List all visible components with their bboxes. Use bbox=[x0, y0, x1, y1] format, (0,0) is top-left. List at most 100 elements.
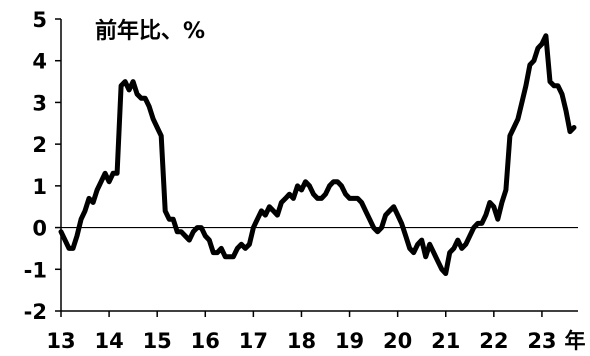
x-tick-label: 23 bbox=[527, 329, 556, 353]
y-tick-label: 1 bbox=[32, 175, 47, 199]
data-point bbox=[541, 43, 543, 45]
data-point bbox=[68, 247, 70, 249]
data-point bbox=[76, 235, 78, 237]
data-point bbox=[236, 247, 238, 249]
data-point bbox=[148, 106, 150, 108]
data-point bbox=[401, 222, 403, 224]
x-tick-label: 16 bbox=[191, 329, 220, 353]
data-point bbox=[565, 110, 567, 112]
data-point bbox=[569, 131, 571, 133]
data-point bbox=[156, 127, 158, 128]
data-point bbox=[553, 85, 555, 87]
x-tick-label: 13 bbox=[46, 329, 75, 353]
data-point bbox=[116, 172, 118, 174]
data-point bbox=[321, 197, 322, 199]
axes bbox=[55, 18, 578, 317]
data-point bbox=[413, 252, 415, 254]
data-point bbox=[216, 252, 218, 254]
data-point bbox=[64, 239, 66, 241]
data-point bbox=[220, 247, 222, 249]
data-point bbox=[297, 185, 298, 187]
y-tick-label: -1 bbox=[24, 258, 47, 282]
x-tick-label: 22 bbox=[479, 329, 508, 353]
data-point bbox=[276, 214, 278, 216]
data-point bbox=[305, 181, 306, 183]
x-tick-label: 15 bbox=[143, 329, 172, 353]
x-tick-label: 14 bbox=[94, 329, 123, 353]
data-point bbox=[292, 197, 294, 199]
data-point bbox=[244, 247, 246, 249]
data-point bbox=[425, 256, 427, 258]
data-point bbox=[252, 227, 254, 229]
data-point bbox=[441, 268, 443, 270]
data-point bbox=[285, 197, 286, 199]
x-tick-label: 17 bbox=[239, 329, 268, 353]
data-point bbox=[120, 85, 122, 87]
data-point bbox=[72, 247, 74, 249]
data-point bbox=[256, 218, 258, 220]
data-point bbox=[280, 202, 282, 203]
data-point bbox=[168, 218, 170, 220]
data-point bbox=[353, 197, 354, 199]
data-point bbox=[140, 97, 142, 99]
data-point bbox=[453, 247, 455, 249]
data-point bbox=[92, 202, 94, 203]
data-point bbox=[557, 85, 559, 87]
data-point bbox=[421, 239, 423, 241]
chart-title: 前年比、% bbox=[95, 18, 205, 44]
data-point bbox=[224, 256, 226, 258]
data-point bbox=[180, 231, 182, 233]
data-point bbox=[465, 243, 467, 245]
data-point bbox=[325, 193, 326, 195]
data-point bbox=[537, 47, 539, 49]
data-point bbox=[204, 235, 206, 237]
data-point bbox=[232, 256, 234, 258]
data-point bbox=[60, 231, 62, 233]
data-point bbox=[100, 181, 102, 183]
data-point bbox=[200, 227, 202, 229]
data-point bbox=[433, 252, 435, 254]
data-point bbox=[405, 235, 407, 237]
x-tick-label: 21 bbox=[431, 329, 460, 353]
data-point bbox=[136, 93, 138, 95]
data-point bbox=[337, 181, 338, 183]
series-line bbox=[58, 33, 577, 276]
data-point bbox=[172, 218, 174, 220]
data-point bbox=[108, 181, 110, 183]
data-point bbox=[248, 243, 250, 245]
data-point bbox=[461, 247, 463, 249]
data-point bbox=[345, 193, 347, 195]
data-point bbox=[329, 185, 330, 187]
data-point bbox=[208, 239, 210, 241]
data-point bbox=[509, 135, 511, 137]
data-point bbox=[365, 210, 367, 212]
data-point bbox=[349, 197, 351, 199]
data-point bbox=[417, 243, 419, 245]
data-point bbox=[272, 210, 274, 212]
data-point bbox=[228, 256, 230, 258]
data-point bbox=[393, 206, 395, 208]
data-point bbox=[341, 185, 342, 187]
data-point bbox=[497, 218, 499, 220]
data-point bbox=[485, 214, 487, 216]
data-point bbox=[429, 243, 431, 245]
data-point bbox=[84, 210, 86, 212]
data-point bbox=[501, 202, 503, 203]
y-tick-label: -2 bbox=[24, 300, 47, 324]
data-point bbox=[505, 189, 507, 191]
series bbox=[58, 33, 577, 276]
data-point bbox=[288, 193, 290, 195]
data-point bbox=[489, 202, 491, 203]
data-point bbox=[128, 89, 130, 91]
y-tick-label: 4 bbox=[32, 50, 47, 74]
data-point bbox=[313, 193, 314, 195]
data-point bbox=[317, 197, 318, 199]
data-point bbox=[377, 231, 379, 233]
data-point bbox=[144, 97, 146, 99]
data-point bbox=[264, 214, 266, 216]
data-point bbox=[445, 273, 447, 274]
data-point bbox=[513, 127, 515, 128]
data-point bbox=[301, 189, 302, 191]
